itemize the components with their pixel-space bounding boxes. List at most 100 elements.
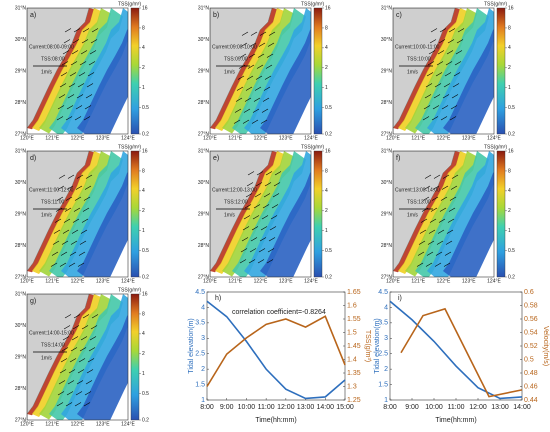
tss-band bbox=[260, 172, 311, 277]
current-arrow bbox=[80, 50, 88, 55]
current-arrow bbox=[82, 28, 90, 33]
lon-label: 122°E bbox=[71, 421, 85, 427]
lat-label: 28°N bbox=[15, 243, 27, 249]
map-frame bbox=[209, 7, 312, 135]
current-arrow bbox=[241, 31, 249, 36]
colorbar-tick-label: 8 bbox=[325, 25, 328, 31]
current-arrow bbox=[423, 105, 431, 110]
current-arrow bbox=[87, 358, 95, 363]
current-arrow bbox=[66, 105, 74, 110]
current-arrow bbox=[60, 251, 68, 256]
colorbar-tick-label: 0.5 bbox=[508, 248, 515, 254]
panel-label: d) bbox=[30, 155, 36, 162]
lon-label: 123°E bbox=[96, 421, 110, 427]
colorbar-tick-label: 16 bbox=[142, 5, 148, 11]
current-arrow bbox=[85, 94, 93, 99]
colorbar-tick-label: 8 bbox=[142, 168, 145, 174]
tss-band bbox=[39, 151, 111, 277]
current-arrow bbox=[90, 39, 98, 44]
current-arrow bbox=[56, 402, 64, 407]
current-arrow bbox=[69, 72, 77, 77]
current-arrow bbox=[440, 196, 448, 201]
current-arrow bbox=[446, 50, 454, 55]
tss-band bbox=[32, 151, 101, 274]
current-arrow bbox=[442, 94, 450, 99]
current-arrow bbox=[64, 314, 72, 319]
current-arrow bbox=[258, 248, 266, 253]
current-label: Current:13:00-14:00 bbox=[395, 187, 440, 193]
lon-label: 120°E bbox=[203, 278, 217, 284]
current-arrow bbox=[439, 28, 447, 33]
map-frame bbox=[26, 7, 129, 135]
lat-label: 30°N bbox=[15, 323, 27, 329]
current-arrow bbox=[91, 28, 99, 33]
panel-label: h) bbox=[215, 295, 221, 302]
tss-band bbox=[32, 294, 101, 417]
colorbar-label: TSS(g/m³) bbox=[301, 144, 324, 150]
current-arrow bbox=[457, 28, 465, 33]
y-tick-label: 3.5 bbox=[378, 320, 388, 327]
current-arrow bbox=[444, 251, 452, 256]
y-tick-label: 1.5 bbox=[195, 381, 205, 388]
colorbar-label: TSS(g/m³) bbox=[301, 1, 324, 7]
current-arrow bbox=[59, 369, 67, 374]
current-arrow bbox=[79, 61, 87, 66]
colorbar-tick-label: 16 bbox=[142, 148, 148, 154]
current-arrow bbox=[425, 83, 433, 88]
x-tick-label: 8:00 bbox=[383, 404, 397, 411]
x-tick-label: 12:00 bbox=[277, 404, 295, 411]
colorbar-tick-label: 1 bbox=[325, 228, 328, 234]
y2-tick-label: 0.6 bbox=[524, 289, 534, 296]
current-arrow bbox=[88, 347, 96, 352]
colorbar-tick-label: 16 bbox=[325, 5, 331, 11]
current-arrow bbox=[85, 174, 93, 179]
current-arrow bbox=[268, 237, 276, 242]
current-arrow bbox=[247, 64, 255, 69]
tss-time: TSS:09:00 bbox=[224, 56, 248, 62]
tss-band bbox=[61, 294, 128, 420]
lon-label: 120°E bbox=[20, 135, 34, 141]
current-arrow bbox=[422, 116, 430, 121]
colorbar-tick-label: 2 bbox=[142, 351, 145, 357]
current-arrow bbox=[424, 94, 432, 99]
current-arrow bbox=[447, 218, 455, 223]
current-arrow bbox=[443, 83, 451, 88]
current-arrow bbox=[60, 72, 68, 77]
colorbar-tick-label: 16 bbox=[142, 291, 148, 297]
y-tick-label: 1 bbox=[201, 397, 205, 404]
colorbar-tick-label: 2 bbox=[325, 208, 328, 214]
current-arrow bbox=[82, 314, 90, 319]
lat-label: 29°N bbox=[198, 211, 210, 217]
colorbar-tick-label: 0.5 bbox=[325, 248, 332, 254]
lat-label: 31°N bbox=[15, 148, 27, 154]
lon-label: 120°E bbox=[20, 278, 34, 284]
colorbar-tick-label: 2 bbox=[508, 208, 511, 214]
current-arrow bbox=[259, 31, 267, 36]
current-arrow bbox=[81, 325, 89, 330]
current-arrow bbox=[57, 105, 65, 110]
y-tick-label: 1 bbox=[384, 397, 388, 404]
lat-label: 29°N bbox=[381, 68, 393, 74]
lon-label: 123°E bbox=[462, 278, 476, 284]
current-arrow bbox=[446, 229, 454, 234]
current-arrow bbox=[59, 83, 67, 88]
current-arrow bbox=[76, 94, 84, 99]
current-arrow bbox=[256, 171, 264, 176]
current-arrow bbox=[423, 185, 431, 190]
lat-label: 28°N bbox=[381, 243, 393, 249]
lat-label: 29°N bbox=[15, 354, 27, 360]
y-tick-label: 3.5 bbox=[195, 320, 205, 327]
tss-band bbox=[244, 8, 311, 134]
y-tick-label: 4 bbox=[384, 304, 388, 311]
current-arrow bbox=[246, 75, 254, 80]
lat-label: 31°N bbox=[15, 5, 27, 11]
tss-band bbox=[398, 151, 467, 274]
colorbar-tick-label: 0.2 bbox=[508, 131, 515, 137]
current-arrow bbox=[253, 204, 261, 209]
lon-label: 121°E bbox=[45, 421, 59, 427]
tss-band bbox=[415, 151, 489, 277]
land bbox=[27, 294, 90, 420]
lon-label: 124°E bbox=[121, 421, 135, 427]
current-arrow bbox=[438, 218, 446, 223]
current-arrow bbox=[74, 116, 82, 121]
